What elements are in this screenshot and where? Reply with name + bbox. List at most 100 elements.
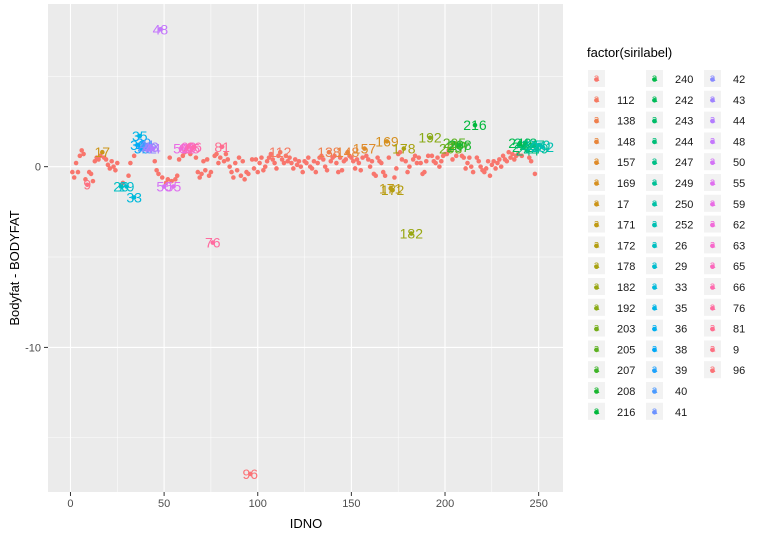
- legend-label: 36: [675, 324, 687, 336]
- data-point: [111, 164, 116, 169]
- legend-key-point: [652, 160, 657, 165]
- labeled-point: [150, 146, 156, 151]
- data-point: [159, 175, 165, 180]
- data-point: [259, 155, 264, 160]
- point-label: 203: [439, 141, 463, 157]
- legend-item: a 208: [588, 382, 635, 399]
- labeled-point: [540, 144, 545, 150]
- legend-key-point: [652, 243, 657, 249]
- legend-item: a 44: [704, 111, 745, 129]
- data-point: [223, 151, 229, 157]
- data-point: [154, 167, 159, 173]
- point-label: 208: [448, 137, 472, 153]
- data-point: [386, 155, 392, 160]
- data-point: [364, 153, 369, 159]
- data-point: [322, 164, 328, 169]
- legend-key-point: [652, 181, 657, 186]
- data-point: [438, 158, 444, 164]
- legend-key-glyph: a: [710, 323, 716, 334]
- legend-label: 138: [617, 116, 635, 128]
- data-point: [251, 166, 257, 171]
- data-point: [217, 155, 223, 160]
- data-point: [493, 166, 498, 171]
- data-point: [485, 158, 491, 164]
- data-point: [96, 157, 101, 162]
- legend-key-point: [652, 410, 657, 415]
- data-point: [257, 160, 262, 166]
- legend-key-glyph: a: [652, 94, 658, 105]
- point-label: 62: [179, 141, 195, 157]
- legend-key-point: [594, 77, 599, 82]
- point-label: 250: [527, 137, 551, 153]
- labeled-point: [448, 146, 453, 151]
- data-point: [508, 155, 513, 160]
- legend-key-glyph: a: [594, 156, 600, 167]
- point-label: 171: [379, 180, 403, 196]
- labeled-point: [158, 27, 163, 32]
- data-point: [152, 158, 158, 164]
- data-point: [412, 153, 418, 159]
- data-point: [397, 149, 403, 155]
- data-point: [382, 173, 388, 179]
- legend-item: a 250: [646, 194, 693, 212]
- legend-item: a 26: [646, 236, 687, 254]
- point-label: 50: [156, 179, 172, 195]
- labeled-point: [210, 240, 216, 245]
- data-point: [405, 169, 410, 175]
- legend-key-glyph: a: [594, 302, 600, 313]
- legend-item: a 203: [588, 319, 635, 337]
- data-point: [227, 164, 232, 169]
- data-point: [238, 173, 244, 179]
- legend-key-glyph: a: [652, 135, 658, 146]
- legend-key-point: [594, 222, 599, 228]
- data-point: [350, 158, 356, 164]
- labeled-point: [525, 148, 530, 153]
- legend-item: a 33: [646, 278, 687, 295]
- data-point: [88, 171, 94, 177]
- data-point: [264, 158, 270, 164]
- data-point: [468, 164, 474, 169]
- legend-key-glyph: a: [594, 281, 600, 292]
- legend-item: a 76: [704, 298, 745, 316]
- legend-label: 44: [733, 116, 745, 128]
- legend-key-point: [710, 285, 715, 290]
- data-point: [356, 160, 362, 166]
- legend-key-glyph: a: [594, 115, 600, 126]
- legend-label: 65: [733, 261, 745, 273]
- legend-item: a 252: [646, 215, 693, 233]
- legend-item: a 243: [646, 111, 693, 129]
- legend-item: a 35: [646, 298, 687, 316]
- legend-key-point: [594, 368, 599, 374]
- legend-item: a 66: [704, 278, 745, 295]
- labeled-point: [452, 140, 457, 146]
- labeled-point: [517, 140, 523, 146]
- data-point: [131, 153, 137, 159]
- legend-key-point: [710, 77, 715, 82]
- legend-key-glyph: a: [652, 219, 658, 230]
- data-point: [221, 158, 227, 164]
- data-point: [510, 151, 515, 157]
- legend-key-point: [710, 347, 715, 353]
- legend-item: a: [588, 70, 605, 87]
- legend-key-point: [594, 306, 599, 311]
- legend-key-glyph: a: [594, 406, 600, 417]
- y-axis-title: Bodyfat - BODYFAT: [7, 210, 22, 325]
- legend-title: factor(sirilabel): [587, 45, 672, 60]
- data-point: [229, 169, 234, 175]
- legend-key-point: [594, 264, 599, 270]
- data-point: [311, 158, 317, 164]
- legend-key-point: [710, 181, 715, 186]
- data-point: [216, 160, 221, 166]
- point-label: 76: [205, 235, 221, 251]
- labeled-point: [521, 144, 526, 150]
- panel-background: [48, 4, 563, 492]
- data-point: [365, 157, 371, 162]
- legend-key-glyph: a: [710, 177, 716, 188]
- legend-item: a 207: [588, 361, 635, 379]
- legend-key-point: [652, 389, 657, 394]
- legend-item: a 38: [646, 340, 687, 358]
- data-point: [289, 160, 294, 166]
- data-point: [309, 166, 315, 171]
